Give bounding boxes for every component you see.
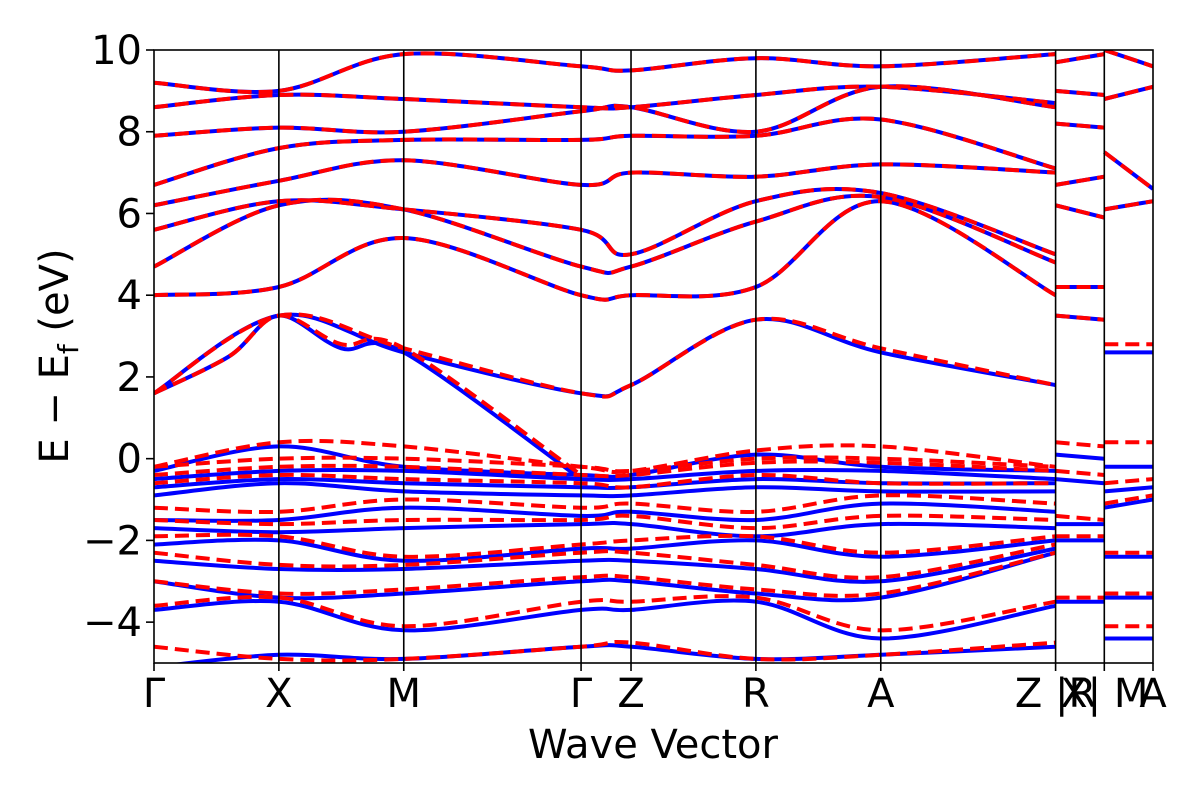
band-line (1103, 199, 1153, 212)
band-line (1104, 485, 1153, 494)
band-line (154, 116, 1057, 187)
band-line (1055, 513, 1105, 522)
y-tick-label: 2 (117, 355, 142, 401)
band-line (154, 313, 583, 477)
band-line (154, 51, 1056, 95)
band-line (1055, 313, 1105, 322)
band-line (1055, 468, 1105, 477)
band-line (1103, 493, 1153, 506)
band-line (154, 313, 583, 481)
band-line (154, 199, 1057, 302)
y-tick-label: 0 (117, 437, 142, 483)
x-tick-label: A (867, 671, 895, 717)
plot-frame (153, 49, 1154, 664)
band-line (1103, 150, 1153, 191)
x-tick-label: M (386, 671, 421, 717)
band-line (1055, 88, 1105, 97)
x-tick-label: R (742, 671, 770, 717)
y-tick-label: −4 (83, 600, 142, 646)
band-line (154, 193, 1057, 275)
high-symmetry-lines (278, 50, 1106, 663)
band-line (154, 158, 1056, 208)
band-line (154, 639, 1056, 663)
band-line (1055, 440, 1105, 449)
y-tick-label: 4 (117, 273, 142, 319)
band-line (154, 186, 1057, 257)
y-axis-label-subscript: f (52, 343, 85, 354)
band-line (1055, 174, 1105, 187)
y-tick-label: 6 (117, 191, 142, 237)
x-tick-label: Z |R (1015, 671, 1096, 717)
band-line (154, 312, 1057, 399)
band-line (1055, 203, 1105, 220)
band-line (1103, 84, 1153, 101)
band-line (1055, 121, 1105, 130)
x-tick-label: Z (617, 671, 644, 717)
band-line (1055, 52, 1105, 65)
band-line (1103, 497, 1153, 510)
y-tick-label: 8 (117, 110, 142, 156)
band-line (154, 598, 1056, 641)
y-axis-label-unit: (eV) (32, 248, 78, 344)
x-tick-label: Γ (143, 671, 166, 717)
band-lines (154, 50, 1153, 663)
y-axis-label: E − Ef (eV) (32, 248, 85, 463)
x-tick-label: Γ (570, 671, 593, 717)
x-tick-label: X| M (1060, 671, 1148, 717)
band-line (1104, 477, 1153, 486)
band-line (1055, 477, 1105, 486)
y-axis-label-main: E − E (32, 354, 78, 464)
x-axis-label: Wave Vector (528, 722, 779, 768)
y-ticks: −4 −2 0 2 4 6 8 10 (83, 28, 154, 646)
x-tick-label: X (265, 671, 292, 717)
x-tick-label: A (1139, 671, 1167, 717)
band-line (1055, 452, 1105, 461)
band-line (1103, 50, 1153, 69)
band-line (172, 643, 1056, 663)
y-tick-label: 10 (91, 28, 142, 74)
y-tick-label: −2 (83, 518, 142, 564)
